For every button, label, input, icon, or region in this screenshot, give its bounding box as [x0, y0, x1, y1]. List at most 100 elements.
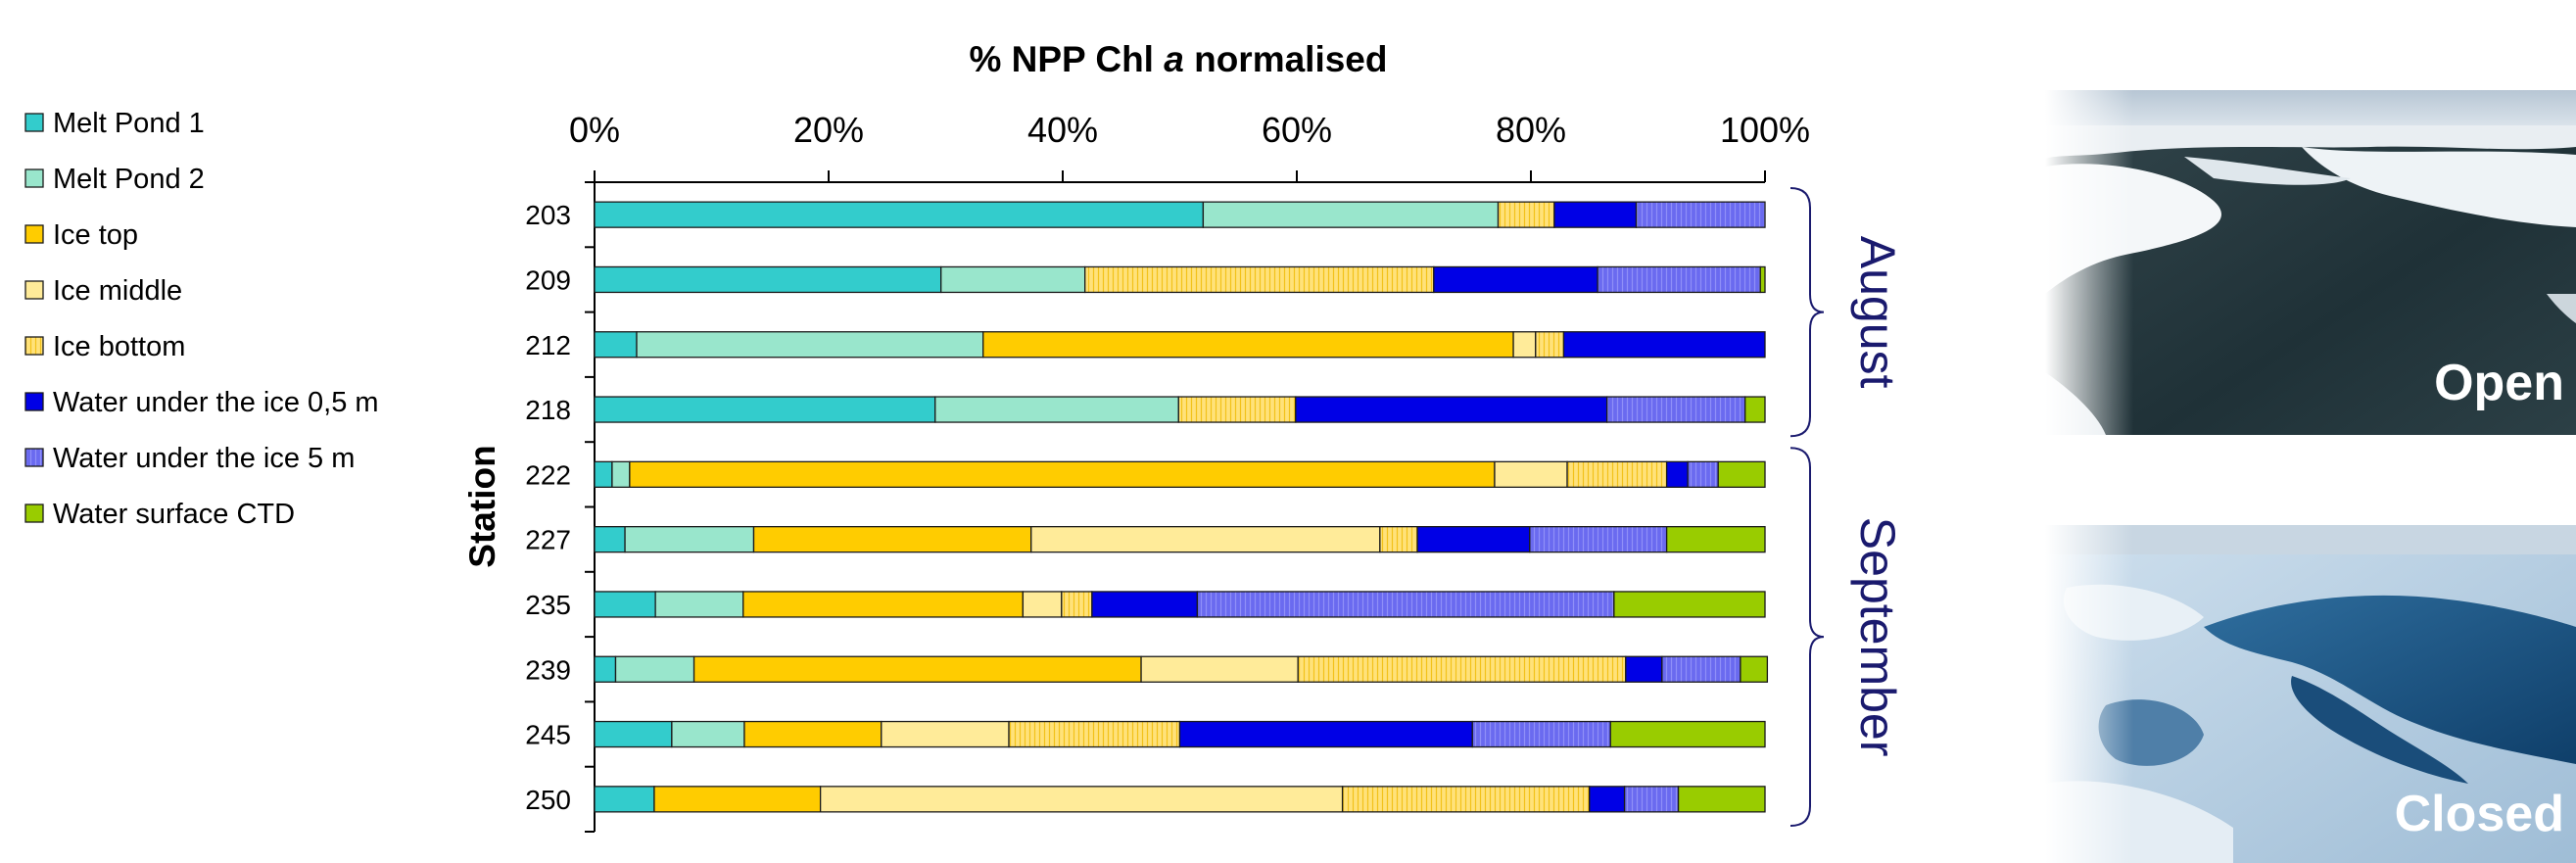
station-label: 245 — [525, 720, 571, 750]
station-label: 218 — [525, 395, 571, 425]
x-tick-label: 100% — [1720, 110, 1810, 150]
legend-swatch — [24, 392, 44, 411]
bar-segment — [1597, 265, 1761, 294]
legend-label: Melt Pond 1 — [53, 108, 205, 139]
legend-label: Ice middle — [53, 275, 182, 307]
bar-segment — [1512, 331, 1537, 359]
legend-swatch — [24, 503, 44, 523]
bar-segment — [1177, 396, 1297, 423]
bar-segment — [671, 720, 745, 748]
station-label: 212 — [525, 330, 571, 360]
station-label: 239 — [525, 654, 571, 685]
bar-segment — [594, 655, 617, 683]
bar-segment — [1297, 655, 1627, 683]
photo-label-closed: Closed — [2395, 786, 2564, 842]
station-label: 209 — [525, 264, 571, 295]
bar-segment — [1717, 460, 1766, 489]
bar-segment — [742, 591, 1025, 618]
month-groups: August September — [1789, 187, 1905, 827]
bar-segment — [1030, 526, 1381, 553]
bar-segment — [653, 786, 822, 813]
bar-segment — [614, 655, 695, 683]
bar-segment — [1589, 786, 1626, 813]
legend-swatch — [24, 448, 44, 467]
month-label: September — [1850, 517, 1905, 757]
bar-segment — [594, 460, 613, 489]
bar-segment — [1665, 460, 1689, 489]
legend: Melt Pond 1 Melt Pond 2 Ice top Ice middle I… — [24, 108, 379, 530]
bar-segment — [1661, 655, 1741, 683]
bars: 203 209 212 218 222 227 235 239 245 250 — [525, 200, 1769, 815]
bar-segment — [934, 396, 1179, 423]
bar-segment — [654, 591, 744, 618]
station-label: 227 — [525, 525, 571, 555]
photo-label-open: Open — [2434, 355, 2564, 411]
month-label: August — [1850, 236, 1905, 389]
legend-swatch — [24, 168, 44, 188]
bar-segment — [1341, 786, 1591, 813]
bar-segment — [1606, 396, 1746, 423]
bar-segment — [594, 265, 942, 294]
group-brace — [1789, 187, 1825, 438]
station-label: 222 — [525, 459, 571, 490]
bar-segment — [1566, 460, 1668, 489]
legend-label: Water under the ice 5 m — [53, 443, 355, 474]
open-melt-pond-photo: Open — [2045, 90, 2576, 435]
bar-segment — [594, 786, 655, 813]
bar-segment — [1202, 201, 1500, 228]
station-label: 203 — [525, 200, 571, 230]
bar-segment — [1140, 655, 1299, 683]
legend-label: Ice bottom — [53, 331, 185, 362]
bar-segment — [692, 655, 1142, 683]
group-brace — [1789, 447, 1825, 827]
legend-label: Water surface CTD — [53, 499, 295, 530]
bar-segment — [1677, 786, 1766, 813]
bar-segment — [1008, 720, 1181, 748]
bar-segment — [629, 460, 1496, 489]
bar-segment — [1553, 201, 1638, 228]
station-label: 235 — [525, 590, 571, 620]
bar-segment — [1613, 591, 1766, 618]
bar-segment — [940, 265, 1086, 294]
x-tick-label: 20% — [793, 110, 864, 150]
bar-segment — [594, 396, 936, 423]
bar-segment — [1535, 331, 1565, 359]
bar-segment — [982, 331, 1514, 359]
bar-segment — [1061, 591, 1093, 618]
legend-swatch — [24, 336, 44, 356]
bar-segment — [594, 591, 656, 618]
legend-swatch — [24, 280, 44, 300]
legend-label: Melt Pond 2 — [53, 164, 205, 195]
x-tick-label: 40% — [1027, 110, 1098, 150]
bar-segment — [1022, 591, 1063, 618]
legend-label: Water under the ice 0,5 m — [53, 387, 379, 418]
bar-segment — [1687, 460, 1719, 489]
bar-segment — [1529, 526, 1668, 553]
bar-segment — [1609, 720, 1766, 748]
station-label: 250 — [525, 785, 571, 815]
bar-segment — [1665, 526, 1766, 553]
x-tick-label: 0% — [569, 110, 620, 150]
bar-segment — [1196, 591, 1615, 618]
bar-segment — [1178, 720, 1473, 748]
bar-segment — [1091, 591, 1199, 618]
bar-segment — [1084, 265, 1435, 294]
bar-segment — [624, 526, 755, 553]
bar-segment — [1471, 720, 1611, 748]
bar-segment — [1494, 460, 1568, 489]
axes: 0% 20% 40% 60% 80% 100% — [569, 110, 1810, 833]
bar-segment — [1635, 201, 1766, 228]
legend-swatch — [24, 224, 44, 244]
bar-segment — [1625, 655, 1663, 683]
bar-segment — [594, 720, 673, 748]
chart-title: % NPP Chl a normalised — [969, 39, 1387, 79]
bar-segment — [1623, 786, 1680, 813]
bar-segment — [1433, 265, 1598, 294]
bar-segment — [1497, 201, 1555, 228]
bar-segment — [819, 786, 1344, 813]
bar-segment — [1562, 331, 1766, 359]
y-axis-title: Station — [462, 445, 502, 567]
bar-segment — [1759, 265, 1766, 294]
legend-swatch — [24, 113, 44, 132]
